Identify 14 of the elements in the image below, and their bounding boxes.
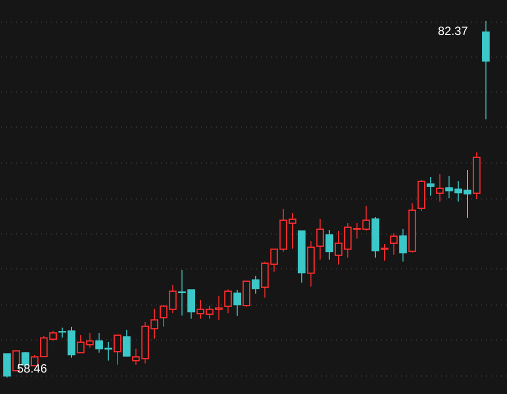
candlestick	[426, 176, 434, 196]
candlestick	[325, 229, 334, 260]
candlestick	[122, 329, 131, 358]
candlestick	[233, 289, 242, 316]
annotation: 58.46	[17, 362, 48, 376]
annotation: 82.37	[438, 24, 468, 38]
candlestick	[252, 275, 260, 294]
candlestick	[380, 243, 388, 262]
candlestick	[114, 334, 122, 366]
candlestick	[399, 228, 407, 262]
candlestick	[3, 353, 11, 378]
candlestick	[390, 232, 398, 256]
candlestick	[224, 288, 232, 314]
candlestick	[436, 174, 444, 202]
